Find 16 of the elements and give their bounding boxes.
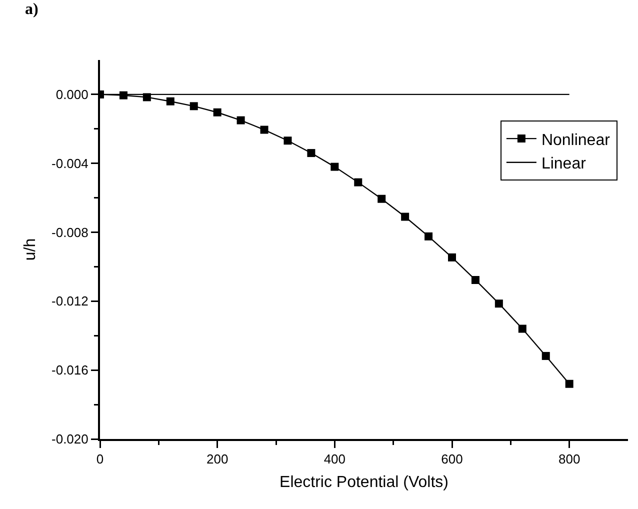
y-tick-label: -0.008 [52,224,88,240]
y-tick-label: -0.012 [52,294,88,309]
x-tick-label: 400 [324,452,346,467]
x-tick-label: 0 [96,452,104,467]
x-tick-label: 200 [206,452,228,467]
y-tick-label: -0.004 [52,156,88,171]
legend-label: Linear [541,156,587,173]
x-tick-label: 800 [558,452,580,467]
text: a) [25,1,38,18]
y-tick-label: -0.020 [52,432,88,447]
y-tick-label: -0.016 [52,362,88,378]
x-tick-label: 600 [441,452,463,467]
y-axis-title: u/h [22,238,39,261]
x-axis-title: Electric Potential (Volts) [280,474,448,491]
legend-label: Nonlinear [541,132,611,149]
y-tick-label: 0.000 [56,87,88,102]
